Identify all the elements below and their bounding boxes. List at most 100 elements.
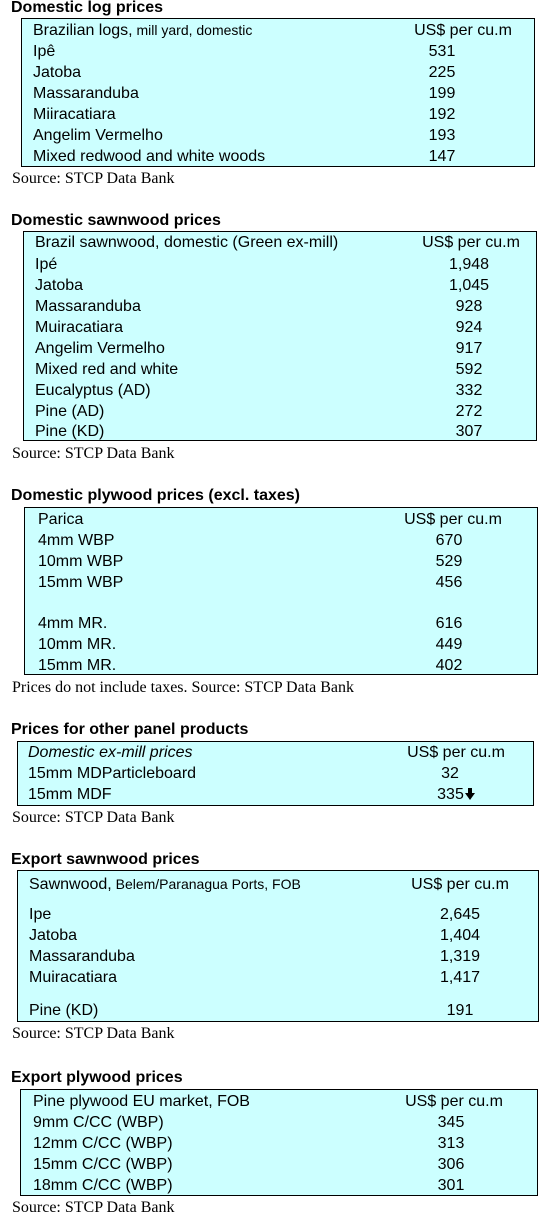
row-label: 10mm WBP xyxy=(38,553,124,570)
header-label: Pine plywood EU market, FOB xyxy=(33,1093,250,1110)
row-label: 15mm MDF xyxy=(28,786,112,803)
table-row: Massaranduba 928 xyxy=(24,296,536,317)
source-note: Source: STCP Data Bank xyxy=(12,170,175,187)
row-value: 272 xyxy=(455,403,483,420)
row-label: Muiracatiara xyxy=(29,969,118,986)
header-unit: US$ per cu.m xyxy=(405,1093,503,1110)
header-label-small: mill yard, domestic xyxy=(132,22,253,38)
row-label: Jatoba xyxy=(35,277,84,294)
row-label: 4mm MR. xyxy=(38,615,108,632)
table-row: Muiracatiara 924 xyxy=(24,317,536,338)
row-value: 1,045 xyxy=(448,277,490,294)
table-row: Mixed redwood and white woods 147 xyxy=(22,146,534,167)
row-label: Ipe xyxy=(29,906,52,923)
row-value: 192 xyxy=(428,106,456,123)
row-value: 449 xyxy=(435,636,463,653)
row-value: 306 xyxy=(437,1156,465,1173)
row-value: 335 xyxy=(437,786,464,803)
table-row: Pine (AD) 272 xyxy=(24,401,536,422)
row-label: Pine (KD) xyxy=(29,1002,99,1019)
table-header-row: Pine plywood EU market, FOB US$ per cu.m xyxy=(21,1091,537,1112)
section-heading-other-panel-products: Prices for other panel products xyxy=(11,721,249,738)
table-domestic-sawnwood-prices: Brazil sawnwood, domestic (Green ex-mill… xyxy=(23,231,537,441)
row-value: 1,417 xyxy=(439,969,481,986)
header-unit: US$ per cu.m xyxy=(422,234,520,251)
row-label: Pine (KD) xyxy=(35,423,105,440)
row-label: Massaranduba xyxy=(35,298,141,315)
table-row: Angelim Vermelho 193 xyxy=(22,125,534,146)
row-label: Angelim Vermelho xyxy=(33,127,163,144)
row-label: Jatoba xyxy=(33,64,82,81)
table-domestic-log-prices: Brazilian logs, mill yard, domestic US$ … xyxy=(21,18,535,167)
row-label: 18mm C/CC (WBP) xyxy=(33,1177,173,1194)
table-row: 10mm MR. 449 xyxy=(25,634,537,655)
row-value: 924 xyxy=(455,319,483,336)
row-label: Jatoba xyxy=(29,927,78,944)
row-value: 199 xyxy=(428,85,456,102)
row-label: Massaranduba xyxy=(29,948,135,965)
table-row: Mixed red and white 592 xyxy=(24,359,536,380)
source-note: Prices do not include taxes. Source: STC… xyxy=(12,679,355,696)
row-label: Mixed redwood and white woods xyxy=(33,148,266,165)
row-value-with-trend: 335 xyxy=(416,784,496,805)
row-value: 32 xyxy=(441,765,459,782)
row-value: 531 xyxy=(428,43,456,60)
section-heading-export-sawnwood-prices: Export sawnwood prices xyxy=(11,851,200,868)
table-row: Miiracatiara 192 xyxy=(22,104,534,125)
row-label: Mixed red and white xyxy=(35,361,179,378)
row-value: 2,645 xyxy=(439,906,481,923)
table-row: Pine (KD) 191 xyxy=(18,1000,538,1021)
row-label: Muiracatiara xyxy=(35,319,124,336)
table-row: Pine (KD) 307 xyxy=(24,421,536,442)
header-label-small: Belem/Paranagua Ports, FOB xyxy=(111,876,301,892)
table-row: Ipe 2,645 xyxy=(18,904,538,925)
table-row: 4mm WBP 670 xyxy=(25,530,537,551)
row-value: 147 xyxy=(428,148,456,165)
row-value: 928 xyxy=(455,298,483,315)
row-value: 616 xyxy=(435,615,463,632)
source-note: Source: STCP Data Bank xyxy=(12,445,175,462)
table-row: 4mm MR. 616 xyxy=(25,613,537,634)
row-label: 15mm C/CC (WBP) xyxy=(33,1156,173,1173)
source-note: Source: STCP Data Bank xyxy=(12,809,175,826)
section-heading-domestic-log-prices: Domestic log prices xyxy=(11,0,164,16)
row-label: 10mm MR. xyxy=(38,636,117,653)
table-row: Jatoba 225 xyxy=(22,62,534,83)
header-label: Sawnwood, Belem/Paranagua Ports, FOB xyxy=(29,874,301,895)
table-row: 15mm WBP 456 xyxy=(25,572,537,593)
table-header-row: Sawnwood, Belem/Paranagua Ports, FOB US$… xyxy=(18,874,538,895)
table-row: 15mm MDF 335 xyxy=(18,784,533,805)
row-label: Ipê xyxy=(33,43,56,60)
table-domestic-plywood-prices: Parica US$ per cu.m 4mm WBP 670 10mm WBP 5… xyxy=(24,507,538,675)
section-heading-domestic-sawnwood-prices: Domestic sawnwood prices xyxy=(11,212,221,229)
table-row: 15mm C/CC (WBP) 306 xyxy=(21,1154,537,1175)
section-heading-export-plywood-prices: Export plywood prices xyxy=(11,1069,183,1086)
table-header-row: Domestic ex-mill prices US$ per cu.m xyxy=(18,742,533,763)
row-label: 9mm C/CC (WBP) xyxy=(33,1114,164,1131)
table-row: 18mm C/CC (WBP) 301 xyxy=(21,1175,537,1196)
source-note: Source: STCP Data Bank xyxy=(12,1199,175,1216)
row-value: 225 xyxy=(428,64,456,81)
table-other-panel-products: Domestic ex-mill prices US$ per cu.m 15m… xyxy=(17,741,534,806)
row-value: 332 xyxy=(455,382,483,399)
row-label: 15mm MR. xyxy=(38,657,117,674)
row-value: 301 xyxy=(437,1177,465,1194)
row-label: Eucalyptus (AD) xyxy=(35,382,151,399)
row-value: 592 xyxy=(455,361,483,378)
row-label: 12mm C/CC (WBP) xyxy=(33,1135,173,1152)
row-label: Miiracatiara xyxy=(33,106,116,123)
header-unit: US$ per cu.m xyxy=(414,22,512,39)
row-value: 191 xyxy=(446,1002,474,1019)
row-value: 345 xyxy=(437,1114,465,1131)
row-value: 1,319 xyxy=(439,948,481,965)
row-value: 917 xyxy=(455,340,483,357)
table-row: Massaranduba 199 xyxy=(22,83,534,104)
row-label: 15mm MDParticleboard xyxy=(28,765,197,782)
row-value: 1,948 xyxy=(448,256,490,273)
row-label: Massaranduba xyxy=(33,85,139,102)
table-row: 9mm C/CC (WBP) 345 xyxy=(21,1112,537,1133)
table-row: Eucalyptus (AD) 332 xyxy=(24,380,536,401)
header-unit: US$ per cu.m xyxy=(404,511,502,528)
table-header-row: Parica US$ per cu.m xyxy=(25,509,537,530)
table-row: Angelim Vermelho 917 xyxy=(24,338,536,359)
